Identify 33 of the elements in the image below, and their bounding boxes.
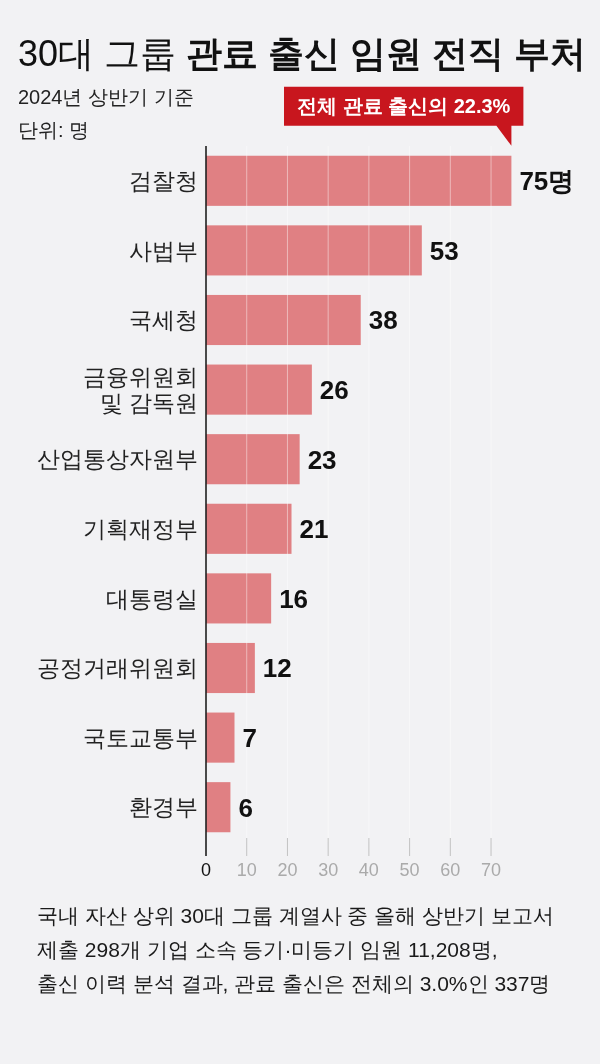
value-label: 26 xyxy=(319,374,349,405)
y-tick-label: 국토교통부 xyxy=(83,724,198,751)
x-tick-label: 50 xyxy=(399,860,420,880)
x-tick-label: 70 xyxy=(481,860,502,880)
y-tick-label: 기획재정부 xyxy=(83,516,198,543)
value-label: 53 xyxy=(429,235,459,266)
value-label: 12 xyxy=(262,653,292,684)
y-tick-label: 환경부 xyxy=(129,794,198,821)
x-tick-label: 40 xyxy=(358,860,379,880)
y-tick-label: 대통령실 xyxy=(106,585,198,612)
y-tick-label: 금융위원회 및 감독원 xyxy=(83,364,198,416)
value-label: 75명 xyxy=(519,166,575,197)
note: 단위: 명 xyxy=(18,119,90,141)
value-label: 16 xyxy=(279,583,309,614)
callout: 전체 관료 출신의 22.3% xyxy=(284,86,524,146)
y-tick-label: 검찰청 xyxy=(129,168,198,195)
y-tick-label: 사법부 xyxy=(129,237,198,264)
x-tick-label: 30 xyxy=(318,860,339,880)
footnote: 국내 자산 상위 30대 그룹 계열사 중 올해 상반기 보고서 제출 298개 기업 소속 등기·미등기 임원 11,208명, 출신 이력 분석 결과, 관료 출신은 전체의 3.0%인 337명 xyxy=(37,904,554,995)
subtitle: 2024년 상반기 기준 xyxy=(18,86,194,108)
value-label: 7 xyxy=(242,722,257,753)
x-tick-label: 20 xyxy=(277,860,298,880)
y-tick-label: 산업통상자원부 xyxy=(37,446,198,473)
x-tick-label: 60 xyxy=(440,860,461,880)
x-tick-label: 0 xyxy=(200,860,212,880)
title: 30대 그룹 관료 출신 임원 전직 부처 xyxy=(18,33,587,74)
value-label: 21 xyxy=(299,514,329,545)
value-label: 38 xyxy=(368,305,398,336)
y-tick-label: 공정거래위원회 xyxy=(37,655,198,682)
value-label: 6 xyxy=(238,792,253,823)
value-label: 23 xyxy=(307,444,337,475)
y-tick-label: 국세청 xyxy=(129,307,198,334)
x-tick-label: 10 xyxy=(236,860,257,880)
